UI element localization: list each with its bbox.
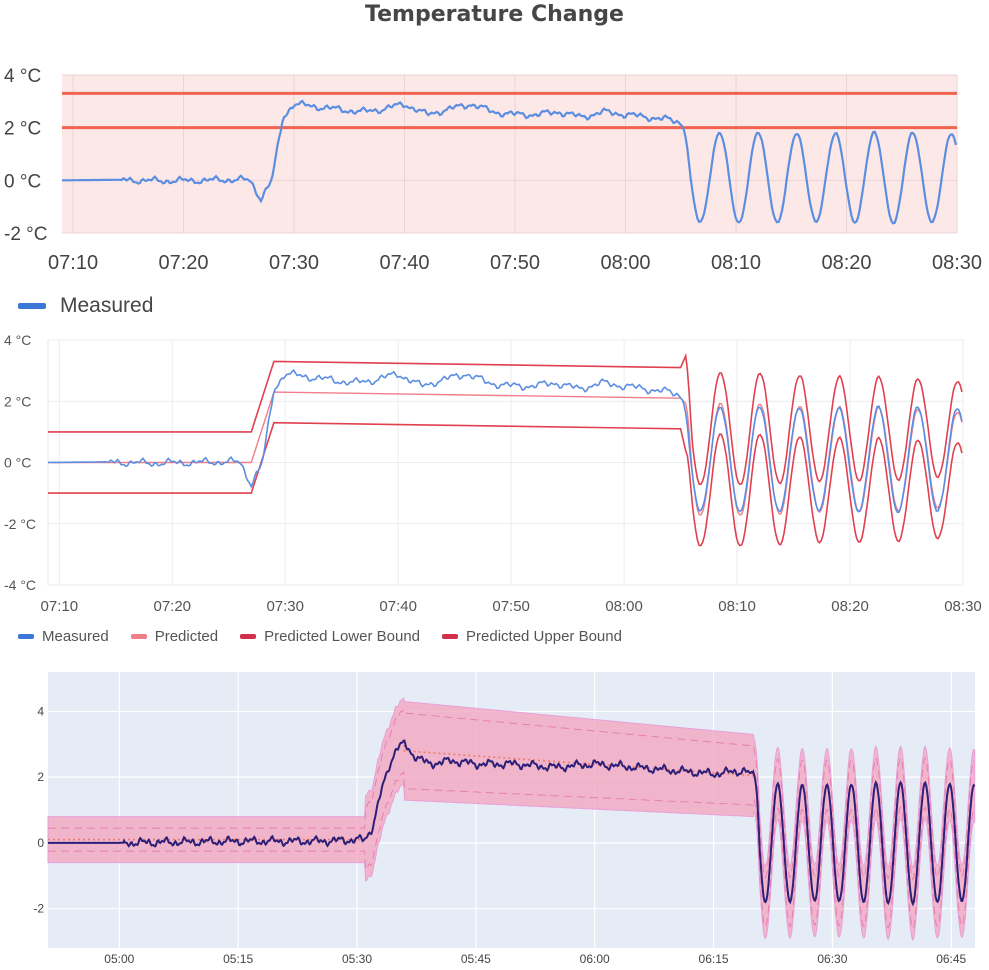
chart-temperature-forecast-band: 05:00 05:15 05:30 05:45 06:00 06:15 06:30 06:45… <box>33 672 976 966</box>
legend-label: Predicted <box>154 628 219 645</box>
legend-swatch <box>130 634 147 639</box>
series-measured <box>48 369 963 514</box>
x-tick-label: 07:40 <box>379 598 417 615</box>
legend-label: Predicted Upper Bound <box>466 628 622 645</box>
y-tick-label: 0 <box>37 836 44 850</box>
x-tick-label: 07:10 <box>41 598 79 615</box>
legend-top: Measured <box>18 294 175 318</box>
y-tick-label: 4 <box>37 704 44 718</box>
x-tick-label: 05:15 <box>223 952 253 966</box>
legend-item-measured[interactable]: Measured <box>18 294 153 318</box>
legend-item-measured[interactable]: Measured <box>18 628 109 645</box>
legend-swatch <box>18 303 46 309</box>
y-tick-label: -2 °C <box>4 224 48 245</box>
x-tick-label: 07:50 <box>490 252 540 274</box>
y-tick-label: 2 °C <box>4 119 41 140</box>
page-title: Temperature Change <box>365 2 624 27</box>
x-tick-label: 06:30 <box>817 952 847 966</box>
x-tick-label: 07:10 <box>48 252 98 274</box>
legend-item-predicted[interactable]: Predicted <box>130 628 219 645</box>
series-measured-dark <box>48 739 976 907</box>
x-tick-label: 07:40 <box>379 252 429 274</box>
y-tick-label: 2 °C <box>4 393 31 409</box>
y-tick-label: 4 °C <box>4 332 31 348</box>
x-tick-label: 08:20 <box>821 252 871 274</box>
series-lower-dashed <box>48 770 976 930</box>
legend-label: Measured <box>60 294 154 317</box>
x-tick-label: 07:50 <box>492 598 530 615</box>
x-tick-label: 06:00 <box>580 952 610 966</box>
x-tick-label: 05:30 <box>342 952 372 966</box>
forecast-band <box>47 696 976 942</box>
y-tick-label: 2 <box>37 770 44 784</box>
x-tick-label: 08:30 <box>944 598 982 615</box>
x-tick-label: 07:30 <box>266 598 304 615</box>
x-tick-label: 06:45 <box>936 952 966 966</box>
legend-swatch <box>442 634 459 639</box>
legend-item-predicted-upper-bound[interactable]: Predicted Upper Bound <box>442 628 622 645</box>
x-tick-label: 08:20 <box>831 598 869 615</box>
y-tick-label: -2 <box>33 902 44 916</box>
x-tick-label: 07:20 <box>153 598 191 615</box>
chart-temperature-thresholds: 07:10 07:20 07:30 07:40 07:50 08:00 08:10 08:20… <box>4 66 982 274</box>
x-tick-label: 08:00 <box>600 252 650 274</box>
legend-swatch <box>18 634 34 639</box>
y-tick-label: -2 °C <box>4 516 36 532</box>
series-measured-line <box>62 99 957 225</box>
x-tick-label: 08:30 <box>932 252 982 274</box>
plot-area-shaded <box>62 75 957 233</box>
legend-middle: Measured Predicted Predicted Lower Bound Pr… <box>18 628 644 645</box>
series-predicted-lower-bound <box>48 421 963 547</box>
x-tick-label: 05:00 <box>104 952 134 966</box>
x-tick-label: 07:20 <box>159 252 209 274</box>
legend-swatch <box>240 634 257 639</box>
chart-temperature-predicted-bounds: 07:10 07:20 07:30 07:40 07:50 08:00 08:10 08:20… <box>4 332 982 615</box>
legend-item-predicted-lower-bound[interactable]: Predicted Lower Bound <box>240 628 420 645</box>
x-tick-label: 08:10 <box>711 252 761 274</box>
x-tick-label: 08:10 <box>718 598 756 615</box>
x-tick-label: 06:15 <box>699 952 729 966</box>
y-tick-label: 4 °C <box>4 66 41 87</box>
legend-label: Predicted Lower Bound <box>264 628 421 645</box>
y-tick-label: 0 °C <box>4 455 31 471</box>
series-upper-dashed <box>48 708 976 881</box>
y-tick-label: 0 °C <box>4 171 41 192</box>
x-tick-label: 05:45 <box>461 952 491 966</box>
series-predicted-upper-bound <box>48 352 963 486</box>
x-tick-label: 08:00 <box>605 598 643 615</box>
y-tick-label: -4 °C <box>4 577 36 593</box>
legend-label: Measured <box>42 628 109 645</box>
x-tick-label: 07:30 <box>269 252 319 274</box>
